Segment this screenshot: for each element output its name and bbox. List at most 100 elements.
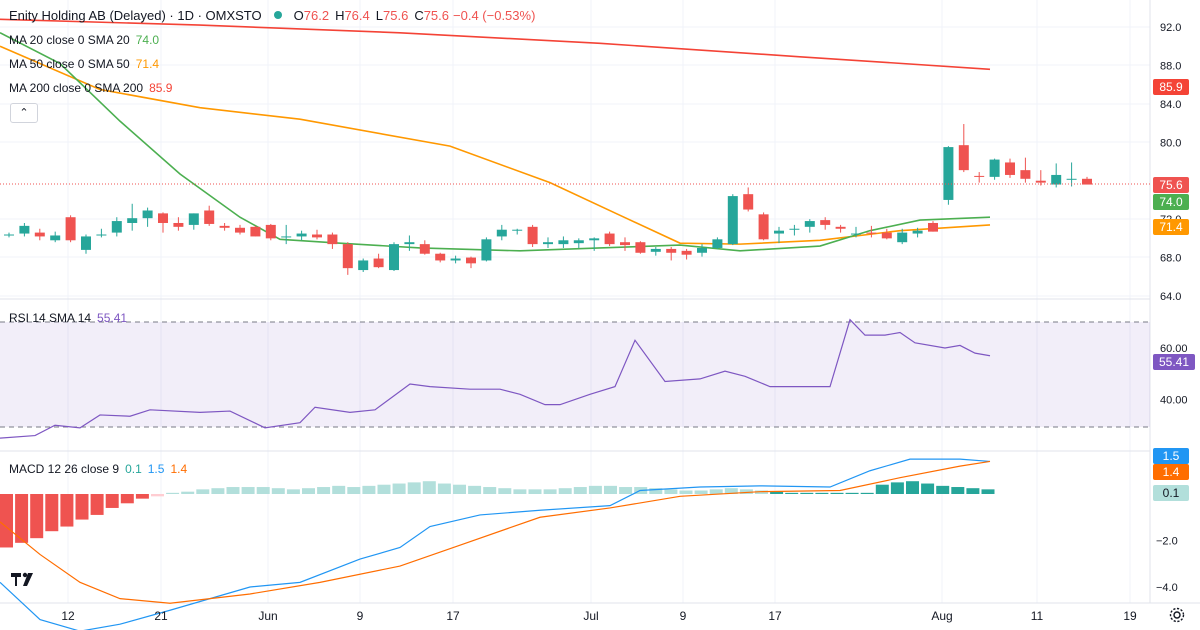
candle-body [373,258,384,268]
candle-body [173,222,184,227]
candle-body [558,240,569,245]
macd-histogram-bar [543,489,557,494]
candle-body [466,257,476,264]
rsi-line [0,318,991,439]
macd-histogram-bar [528,489,542,494]
candle-body [912,230,923,234]
macd-histogram-bar [815,492,829,494]
macd-histogram-bar [422,481,436,494]
candle-body [589,238,600,241]
candle-body [404,242,415,245]
price-tick-label: 92.0 [1160,22,1181,34]
macd-histogram-bar [755,490,768,494]
macd-tick-label: −6.0 [1156,629,1178,630]
candle-body [342,244,353,269]
candle-body [358,260,369,271]
rsi-band [0,321,1150,428]
rsi-legend[interactable]: RSI 14 SMA 14 55.41 [9,310,127,326]
candle-body [204,210,215,224]
macd-histogram-bar [875,484,889,494]
price-axis[interactable]: 92.088.084.080.072.068.064.060.0040.00−2… [1156,22,1188,630]
gear-icon[interactable] [1168,606,1186,624]
candle-body [188,213,199,225]
collapse-legend-button[interactable]: ⌃ [10,103,38,123]
ma20-line [0,32,991,252]
ma50-legend[interactable]: MA 50 close 0 SMA 50 71.4 [9,56,159,72]
macd-histogram-bar [724,488,738,494]
candle-body [958,145,969,171]
macd-histogram-bar [709,489,723,494]
macd-legend[interactable]: MACD 12 26 close 9 0.1 1.5 1.4 [9,461,187,477]
open-label: O [293,8,304,23]
price-tick-label: 84.0 [1160,99,1181,111]
low-label: L [375,8,383,23]
candle-body [650,248,661,252]
candle-body [496,229,507,237]
price-tick-label: 64.0 [1160,291,1181,303]
macd-histogram-bar [196,489,210,494]
candle-body [127,218,138,223]
macd-histogram-bar [60,494,74,527]
candle-body [435,253,446,261]
rsi-price-tag: 55.41 [1153,354,1195,370]
macd-histogram-bar [921,483,935,494]
time-tick-label: Jun [258,609,277,623]
macd-histogram-bar [679,490,693,494]
macd-histogram-bar [498,488,512,494]
ma200-price-tag: 85.9 [1153,79,1189,95]
macd-histogram-bar [966,488,980,494]
moving-average-lines [0,18,991,252]
signal-price-tag: 1.4 [1153,464,1189,480]
time-axis[interactable]: 12 21 Jun 9 17 Jul 9 17 Aug 11 19 [61,609,1137,623]
time-tick-label: 21 [154,609,168,623]
macd-histogram-bar [604,485,617,494]
macd-histogram-bar [981,489,995,494]
macd-histogram-bar [181,491,195,494]
macd-line [0,458,991,630]
candle-body [1035,180,1046,183]
ma20-legend[interactable]: MA 20 close 0 SMA 20 74.0 [9,32,159,48]
ma20-value: 74.0 [135,33,160,47]
candle-body [897,232,908,243]
pane-borders [0,0,1200,604]
candle-body [4,234,14,236]
candles [4,124,1092,275]
macd-histogram-bar [573,487,587,494]
candle-body [219,225,230,228]
ma50-value: 71.4 [135,57,160,71]
candle-body [281,236,292,238]
rsi-label: RSI 14 SMA 14 [9,311,92,325]
candle-body [65,217,76,241]
macd-histogram-bar [407,482,421,494]
ma200-legend[interactable]: MA 200 close 0 SMA 200 85.9 [9,80,172,96]
macd-histogram-bar [664,489,678,494]
grid-lines [0,0,1150,603]
candle-body [928,222,938,232]
market-status-icon [273,11,282,19]
candle-body [712,239,723,248]
candle-body [866,232,877,234]
candle-body [250,226,261,237]
chevron-up-icon: ⌃ [19,107,29,119]
macd-histogram-bar [483,487,497,494]
price-tick-label: 88.0 [1160,60,1181,72]
macd-histogram-bar [15,494,29,543]
candle-body [50,235,61,241]
tradingview-logo-icon[interactable] [8,568,38,590]
candle-body [620,242,630,246]
candle-body [527,226,538,245]
candle-body [450,258,461,261]
macd-histogram-bar [75,494,89,520]
time-tick-label: 9 [680,609,687,623]
time-tick-label: 17 [446,609,460,623]
macd-histogram-bar [30,494,44,539]
macd-histogram-bar [785,492,799,494]
candle-body [804,221,815,227]
macd-histogram-bar [437,483,451,494]
signal-line [0,460,991,604]
ma20-price-tag: 74.0 [1153,194,1189,210]
symbol-title: Enity Holding AB (Delayed) · 1D · OMXSTO [9,8,262,23]
candle-body [774,230,784,234]
macd-histogram-bar [906,481,919,494]
